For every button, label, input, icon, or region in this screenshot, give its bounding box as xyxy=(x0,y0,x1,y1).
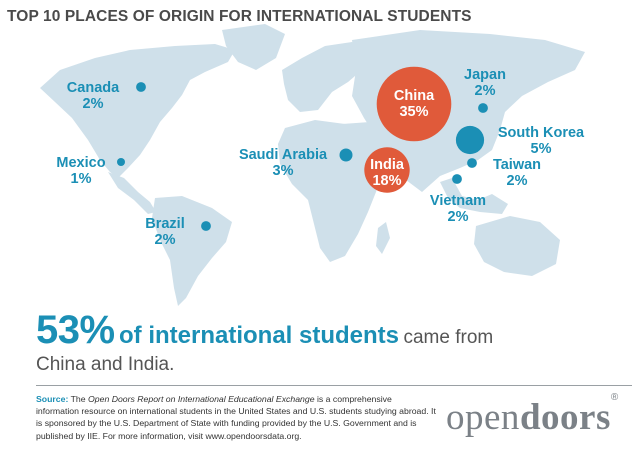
label-mexico: Mexico 1% xyxy=(42,155,120,187)
label-vietnam-name: Vietnam xyxy=(429,193,487,209)
label-canada: Canada 2% xyxy=(58,80,128,112)
landmass-southeast-asia xyxy=(440,178,508,214)
headline-line2: China and India. xyxy=(36,354,175,375)
label-south-korea-share: 5% xyxy=(530,141,552,157)
label-china: China 35% xyxy=(384,88,444,120)
bubble-japan xyxy=(478,103,488,113)
label-china-share: 35% xyxy=(399,104,429,120)
bubble-south-korea xyxy=(455,125,485,155)
label-brazil-share: 2% xyxy=(154,232,176,248)
source-publication: Open Doors Report on International Educa… xyxy=(88,394,315,404)
landmass-madagascar xyxy=(376,222,390,254)
world-map xyxy=(40,24,585,306)
label-india-name: India xyxy=(370,157,404,173)
label-saudi-arabia-name: Saudi Arabia xyxy=(238,147,328,163)
label-taiwan-name: Taiwan xyxy=(492,157,542,173)
label-saudi-arabia-share: 3% xyxy=(272,163,294,179)
label-canada-share: 2% xyxy=(82,96,104,112)
bubble-brazil xyxy=(201,221,211,231)
label-brazil: Brazil 2% xyxy=(132,216,198,248)
headline-percent: 53% xyxy=(36,308,115,352)
label-south-korea: South Korea 5% xyxy=(488,125,594,157)
landmass-south-america xyxy=(152,196,232,306)
bubble-saudi-arabia xyxy=(339,148,353,162)
registered-mark: ® xyxy=(610,391,619,403)
label-saudi-arabia: Saudi Arabia 3% xyxy=(226,147,340,179)
label-india-share: 18% xyxy=(372,173,402,189)
label-japan: Japan 2% xyxy=(455,67,515,99)
headline: 53% of international students came from xyxy=(36,308,493,353)
logo-part-open: open xyxy=(446,397,520,438)
bubble-india xyxy=(364,147,410,193)
bubble-vietnam xyxy=(452,174,462,184)
landmass-greenland xyxy=(222,24,285,70)
label-mexico-share: 1% xyxy=(70,171,92,187)
label-taiwan: Taiwan 2% xyxy=(483,157,551,189)
label-canada-name: Canada xyxy=(66,80,120,96)
source-note: Source: The Open Doors Report on Interna… xyxy=(36,393,436,442)
logo-part-doors: doors xyxy=(519,397,611,438)
label-india: India 18% xyxy=(357,157,417,189)
bubble-mexico xyxy=(117,158,125,166)
label-japan-name: Japan xyxy=(464,67,506,83)
label-vietnam-share: 2% xyxy=(447,209,469,225)
landmass-central-america xyxy=(108,172,156,214)
bubble-canada xyxy=(136,82,146,92)
bubble-taiwan xyxy=(467,158,477,168)
label-taiwan-share: 2% xyxy=(506,173,528,189)
bubble-china xyxy=(376,66,452,142)
landmass-north-america xyxy=(40,44,235,178)
opendoors-logo: opendoors® xyxy=(446,392,619,439)
label-vietnam: Vietnam 2% xyxy=(422,193,494,225)
source-label: Source: xyxy=(36,394,69,404)
landmass-europe xyxy=(282,42,368,112)
map-title: TOP 10 PLACES OF ORIGIN FOR INTERNATIONA… xyxy=(7,8,472,25)
label-japan-share: 2% xyxy=(474,83,496,99)
source-text-2: is a comprehensive information resource … xyxy=(36,394,436,441)
label-mexico-name: Mexico xyxy=(56,155,106,171)
landmass-africa xyxy=(278,120,384,262)
divider xyxy=(36,385,632,386)
label-brazil-name: Brazil xyxy=(145,216,185,232)
label-china-name: China xyxy=(393,88,435,104)
source-text-1: The xyxy=(70,394,86,404)
landmass-australia xyxy=(474,216,560,276)
headline-rest-text: came from xyxy=(403,327,494,348)
label-south-korea-name: South Korea xyxy=(497,125,585,141)
headline-bold-text: of international students xyxy=(119,322,400,349)
